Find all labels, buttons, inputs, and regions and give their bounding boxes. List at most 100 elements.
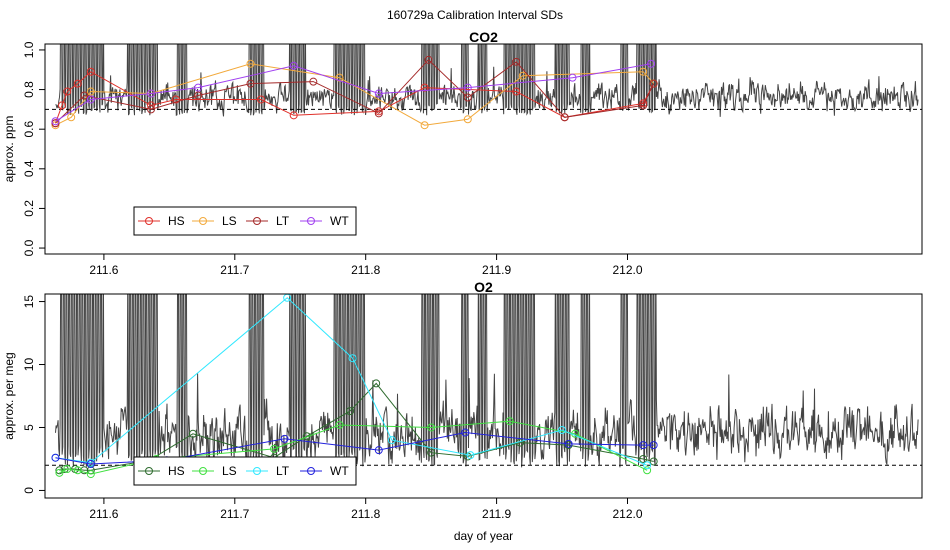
x-tick-label: 211.8 [351,263,380,277]
x-tick-label: 211.6 [89,263,118,277]
data-point [461,428,470,437]
x-tick-label: 212.0 [612,507,642,521]
data-point [374,446,383,455]
o2-panel: O2 approx. per meg day of year 0 5 10 15 211.6 2… [2,279,923,543]
x-tick-label: 211.7 [220,263,249,277]
series-line-ls [55,63,655,126]
data-point [639,454,648,463]
series-lt [51,55,658,128]
data-point [639,441,648,450]
data-point [512,87,521,96]
legend-label: WT [330,464,349,478]
y-tick-label: 10 [22,358,36,372]
data-point [463,93,472,102]
data-point [194,83,203,92]
data-point [246,79,255,88]
series-line-lt [55,59,655,124]
legend-label: HS [168,214,185,228]
data-point [302,432,311,441]
data-point [374,109,383,118]
x-tick-label: 211.6 [89,507,118,521]
legend-label: LS [222,214,237,228]
legend-swatch-marker [307,217,315,225]
series-ls [55,417,652,479]
data-point [63,87,72,96]
plot-area [45,294,922,479]
data-point [55,466,64,475]
data-point [374,89,383,98]
legend: HS LS LT WT [133,206,357,236]
data-point [194,91,203,100]
y-axis-label: approx. ppm [2,116,16,183]
data-point [63,465,72,474]
y-tick-label: 5 [22,424,36,431]
legend-swatch-marker [145,467,153,475]
data-point [427,448,436,457]
data-point [558,426,567,434]
x-tick-label: 211.7 [220,507,249,521]
legend-label: LS [222,464,237,478]
data-point [568,73,577,82]
data-point [289,61,298,70]
co2-panel: CO2 approx. ppm 0.0 0.2 0.4 0.6 0.8 1.0 211.6 211… [2,29,923,277]
series-hs [51,67,658,128]
data-point [639,67,648,76]
data-point [51,453,60,462]
data-point [564,439,573,448]
legend-label: LT [276,464,290,478]
plot-frame [44,293,923,499]
data-point [463,83,472,92]
legend-label: WT [330,214,349,228]
data-point [51,121,60,130]
data-point [345,407,354,416]
data-point [280,434,289,443]
data-point [387,436,396,445]
y-tick-label: 0.6 [22,121,36,138]
data-point [188,429,197,438]
x-tick-label: 211.9 [482,507,511,521]
legend-swatch-marker [307,467,315,475]
legend-label: HS [168,464,185,478]
data-point [649,79,658,88]
data-point [147,105,156,114]
data-point [643,461,652,470]
data-point [643,466,652,475]
x-tick-label: 211.9 [482,263,511,277]
legend-swatch-marker [199,467,207,475]
data-point [348,354,357,363]
data-point [649,441,658,450]
data-point [58,101,67,110]
y-tick-label: 0.0 [22,239,36,256]
legend-label: LT [276,214,290,228]
y-tick-label: 15 [22,295,36,309]
figure-title: 160729a Calibration Interval SDs [387,8,563,22]
x-tick-label: 212.0 [612,263,642,277]
data-point [171,95,180,104]
legend-swatch-marker [253,467,261,475]
y-tick-label: 1.0 [22,41,36,58]
data-point [289,111,298,120]
y-tick-label: 0.8 [22,81,36,98]
data-point [86,95,95,104]
legend-swatch-marker [253,217,261,225]
data-point [270,444,279,453]
data-point [86,470,95,479]
plot-frame [44,43,923,255]
data-point [86,87,95,96]
data-point [67,113,76,122]
data-point [80,91,89,100]
data-point [463,115,472,124]
data-point [86,67,95,76]
y-tick-label: 0.2 [22,200,36,217]
raw-signal-line [55,294,919,469]
series-line-wt [55,63,652,122]
plot-area [45,44,922,130]
data-point [335,420,344,429]
data-point [420,121,429,130]
data-point [256,95,265,104]
data-point [505,417,514,426]
data-point [246,59,255,68]
y-tick-label: 0 [22,487,36,494]
data-point [73,79,82,88]
